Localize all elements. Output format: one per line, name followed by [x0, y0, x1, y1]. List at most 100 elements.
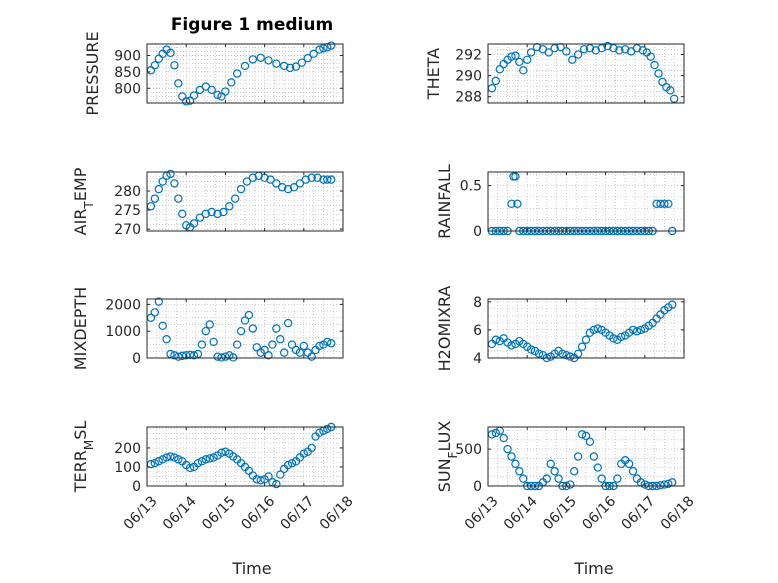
data-point	[283, 460, 293, 470]
data-point	[150, 458, 160, 468]
grid	[487, 172, 685, 232]
data-point	[319, 175, 328, 184]
data-point	[654, 69, 663, 78]
data-point	[609, 44, 618, 53]
data-point	[562, 47, 571, 56]
series-markers	[146, 422, 336, 489]
x-tick-label: 06/13	[121, 493, 161, 533]
data-point	[327, 339, 336, 348]
data-point	[201, 455, 210, 464]
data-point	[213, 209, 222, 219]
data-point	[613, 474, 622, 483]
data-point	[162, 335, 171, 344]
data-point	[150, 61, 160, 70]
data-point	[319, 44, 328, 53]
y-tick-label: 100	[114, 460, 141, 476]
x-tick-label: 06/16	[238, 493, 278, 533]
data-point	[519, 474, 528, 483]
x-tick-label: 06/18	[658, 493, 698, 533]
data-point	[491, 335, 501, 344]
data-point	[646, 52, 655, 61]
data-point	[213, 90, 222, 100]
data-point	[158, 321, 167, 331]
y-tick-label: 292	[455, 48, 482, 64]
data-point	[170, 179, 179, 188]
data-point	[236, 326, 246, 336]
data-point	[185, 463, 195, 473]
data-point	[240, 316, 250, 325]
y-tick-label: 2000	[105, 297, 141, 313]
data-point	[166, 452, 175, 461]
plot-area	[147, 44, 343, 103]
data-point	[299, 449, 308, 458]
subplot-sun-flux: 0 500 06/13 06/14 06/15 06/16 06/17 06/18 SUNFLU…	[435, 421, 698, 533]
data-point	[558, 349, 567, 358]
data-point	[307, 173, 316, 182]
data-point	[174, 455, 183, 464]
data-point	[285, 63, 295, 73]
plot-area	[488, 299, 684, 358]
data-point	[248, 55, 258, 64]
data-point	[499, 433, 508, 443]
data-point	[287, 340, 297, 349]
data-point	[227, 78, 236, 87]
data-point	[181, 97, 191, 106]
data-point	[170, 61, 179, 70]
y-tick-label: 280	[114, 184, 141, 200]
data-point	[624, 459, 634, 469]
data-point	[201, 209, 210, 219]
data-point	[232, 340, 242, 349]
data-point	[252, 475, 261, 484]
data-point	[280, 348, 289, 357]
data-point	[272, 479, 281, 489]
data-point	[534, 349, 544, 358]
data-point	[197, 457, 207, 466]
data-point	[272, 179, 281, 188]
data-point	[236, 184, 246, 194]
y-axis-label: RAINFALL	[435, 164, 454, 239]
data-point	[158, 455, 167, 464]
data-point	[515, 467, 524, 476]
data-point	[166, 48, 175, 58]
data-point	[526, 48, 536, 57]
data-point	[154, 457, 163, 466]
data-point	[278, 183, 287, 192]
data-point	[577, 430, 587, 439]
y-tick-label: 0.5	[460, 179, 482, 195]
y-tick-label: 6	[473, 323, 482, 339]
data-point	[264, 472, 273, 481]
y-tick-label: 850	[114, 65, 141, 81]
x-tick-label: 06/17	[619, 493, 659, 533]
y-tick-label: 0	[132, 351, 141, 367]
data-point	[666, 86, 675, 95]
data-point	[652, 199, 661, 208]
data-point	[323, 337, 332, 347]
subplot-air-temp: 270 275 280 AIRTEMP	[71, 167, 344, 238]
grid	[146, 44, 344, 103]
data-point	[597, 44, 606, 53]
data-point	[150, 194, 160, 203]
y-tick-label: 288	[455, 90, 482, 106]
data-point	[507, 452, 516, 461]
y-tick-label: 290	[455, 69, 482, 85]
data-point	[193, 458, 203, 468]
data-point	[327, 41, 336, 50]
x-tick-label: 06/14	[160, 493, 200, 533]
data-point	[617, 332, 626, 342]
data-point	[315, 428, 324, 437]
data-point	[656, 481, 665, 490]
data-point	[307, 443, 316, 453]
x-tick-label: 06/18	[317, 493, 357, 533]
axes-box	[146, 43, 344, 104]
data-point	[244, 310, 254, 320]
data-point	[272, 59, 281, 68]
data-point	[232, 69, 242, 78]
data-point	[256, 476, 265, 485]
y-axis-label: SUNFLUX	[435, 421, 460, 493]
data-point	[503, 444, 512, 454]
y-tick-label: 1000	[105, 324, 141, 340]
data-point	[309, 49, 318, 59]
data-point	[542, 474, 552, 483]
data-point	[597, 474, 606, 483]
data-point	[589, 325, 599, 335]
